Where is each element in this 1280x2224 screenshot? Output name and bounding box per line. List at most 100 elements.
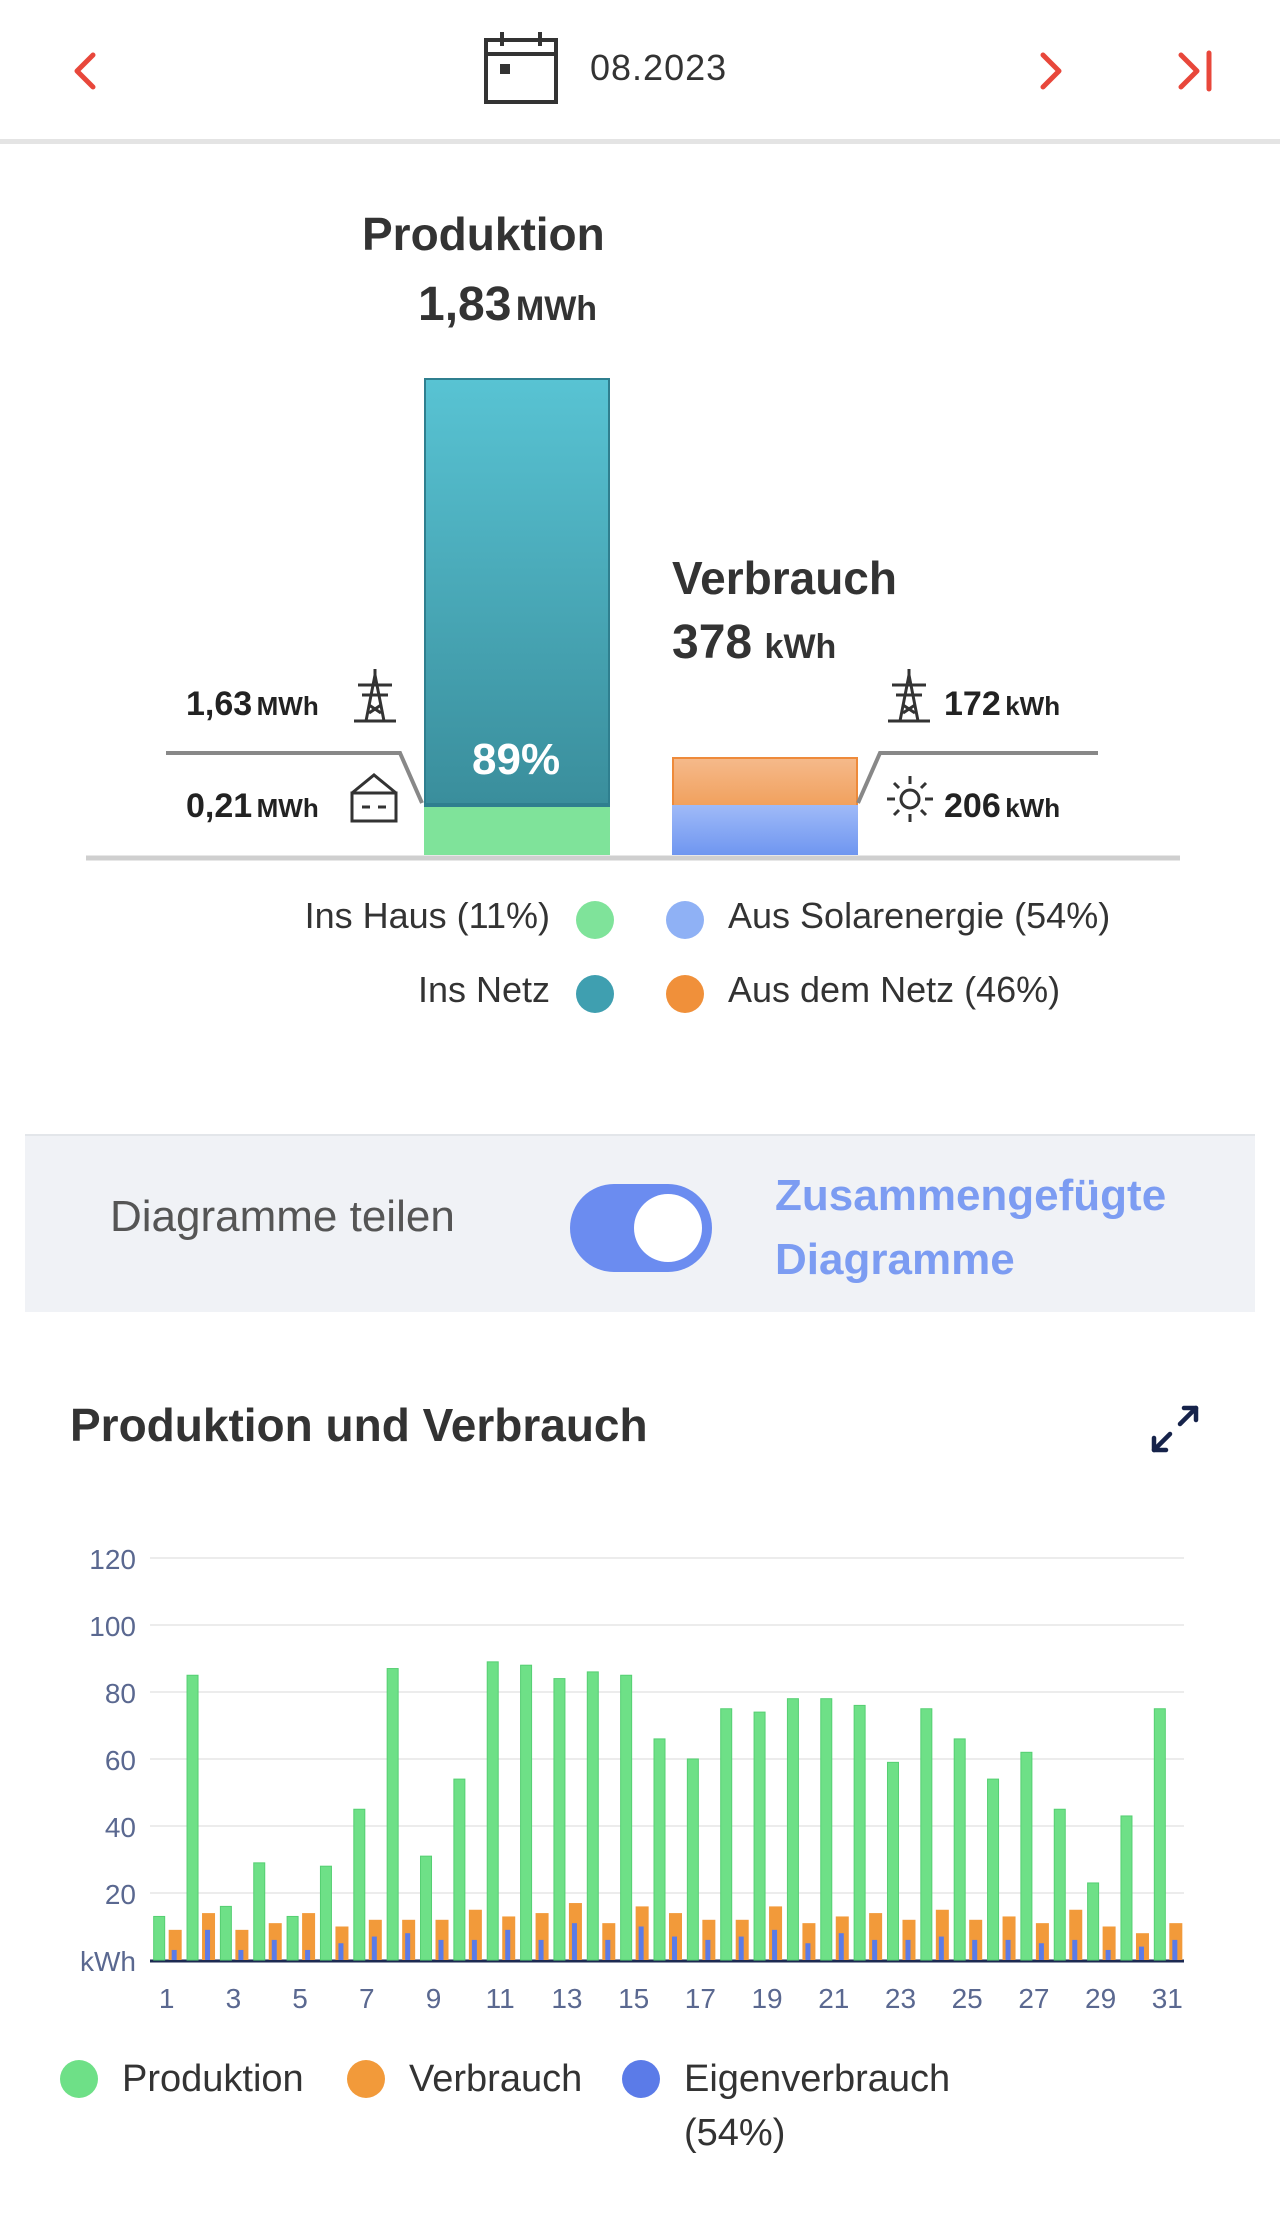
merged-charts-label-line1: Zusammengefügte: [775, 1171, 1167, 1220]
date-picker[interactable]: 08.2023: [482, 30, 727, 106]
bar-eigenverbrauch: [1072, 1939, 1078, 1960]
x-tick-label: 5: [292, 1983, 308, 2014]
bar-produktion: [720, 1708, 733, 1961]
from-solar-label: 206 kWh: [944, 787, 1060, 826]
consumption-title: Verbrauch: [672, 552, 897, 604]
legend-produktion-label: Produktion: [122, 2058, 304, 2100]
bar-produktion: [686, 1758, 699, 1961]
bar-eigenverbrauch: [938, 1936, 944, 1960]
legend-eigenverbrauch-line2: (54%): [684, 2112, 786, 2154]
bar-eigenverbrauch: [972, 1939, 978, 1960]
y-tick-label: 60: [105, 1745, 136, 1776]
last-month-button[interactable]: [1160, 36, 1230, 106]
power-tower-icon: [888, 669, 930, 723]
bar-produktion: [1020, 1751, 1033, 1961]
bar-produktion: [753, 1711, 766, 1961]
expand-icon[interactable]: [1146, 1400, 1204, 1458]
energy-summary: Produktion 1,83 MWh 89% Verbrauch 378 kW…: [0, 149, 1280, 1129]
x-tick-label: 17: [685, 1983, 716, 2014]
bar-eigenverbrauch: [638, 1926, 644, 1960]
bar-produktion: [286, 1915, 299, 1961]
sun-icon: [887, 776, 933, 822]
x-tick-label: 29: [1085, 1983, 1116, 2014]
merge-charts-toggle[interactable]: [570, 1184, 712, 1272]
bar-eigenverbrauch: [1138, 1946, 1144, 1960]
house-icon: [350, 773, 398, 823]
legend-aus-solar-label: Aus Solarenergie (54%): [728, 895, 1111, 936]
x-tick-label: 15: [618, 1983, 649, 2014]
chevron-right-icon: [1040, 52, 1062, 90]
legend-verbrauch-label: Verbrauch: [409, 2058, 583, 2100]
x-tick-label: 25: [952, 1983, 983, 2014]
bar-produktion: [853, 1704, 866, 1961]
legend-produktion[interactable]: Produktion: [60, 2052, 304, 2106]
from-grid-unit: kWh: [1005, 691, 1061, 721]
bar-produktion: [786, 1698, 799, 1961]
bar-produktion: [586, 1671, 599, 1961]
legend-eigenverbrauch-label: Eigenverbrauch (54%): [684, 2052, 950, 2160]
bar-produktion: [1120, 1815, 1133, 1961]
y-tick-label: 40: [105, 1812, 136, 1843]
legend-ins-netz-label: Ins Netz: [417, 969, 550, 1010]
production-title: Produktion: [362, 208, 605, 260]
x-tick-label: 7: [359, 1983, 375, 2014]
production-value: 1,83: [418, 278, 512, 331]
top-bar: 08.2023: [0, 0, 1280, 144]
bar-produktion: [987, 1778, 1000, 1961]
consumption-value: 378: [672, 616, 753, 669]
x-tick-label: 19: [751, 1983, 782, 2014]
consumption-total: 378 kWh: [672, 615, 836, 670]
legend-verbrauch-dot: [347, 2060, 385, 2098]
legend-produktion-dot: [60, 2060, 98, 2098]
bar-produktion: [1087, 1882, 1100, 1961]
bar-eigenverbrauch: [305, 1949, 311, 1960]
x-tick-label: 27: [1018, 1983, 1049, 2014]
previous-month-button[interactable]: [50, 36, 120, 106]
bar-eigenverbrauch: [872, 1939, 878, 1960]
house-unit: MWh: [256, 793, 319, 823]
chart-mode-band: Diagramme teilen Zusammengefügte Diagram…: [25, 1134, 1255, 1312]
bar-produktion: [520, 1664, 533, 1961]
bar-produktion: [553, 1678, 566, 1961]
y-tick-label: 100: [89, 1611, 136, 1642]
bar-produktion: [886, 1761, 899, 1961]
legend-verbrauch[interactable]: Verbrauch: [347, 2052, 582, 2106]
production-unit: MWh: [515, 290, 598, 328]
from-grid-value: 172: [944, 685, 1001, 723]
bar-eigenverbrauch: [171, 1949, 177, 1960]
bar-produktion: [386, 1668, 399, 1961]
production-grid-bar: [424, 378, 610, 805]
bar-eigenverbrauch: [1005, 1939, 1011, 1960]
from-grid-label: 172 kWh: [944, 685, 1060, 724]
merged-charts-label-line2: Diagramme: [775, 1235, 1015, 1284]
bar-produktion: [953, 1738, 966, 1961]
bar-produktion: [319, 1865, 332, 1961]
production-total: 1,83 MWh: [418, 277, 597, 332]
legend-eigenverbrauch[interactable]: Eigenverbrauch (54%): [622, 2052, 950, 2160]
next-month-button[interactable]: [1016, 36, 1086, 106]
x-tick-label: 1: [159, 1983, 175, 2014]
x-tick-label: 9: [426, 1983, 442, 2014]
bar-produktion: [253, 1862, 266, 1961]
bar-eigenverbrauch: [271, 1939, 277, 1960]
bar-eigenverbrauch: [672, 1936, 677, 1960]
legend-ins-netz-dot: [576, 975, 614, 1013]
y-tick-label: 120: [89, 1544, 136, 1575]
calendar-icon: [484, 32, 558, 104]
legend-aus-solar-dot: [666, 901, 704, 939]
bar-verbrauch: [302, 1913, 316, 1960]
legend-aus-netz-dot: [666, 975, 704, 1013]
bar-eigenverbrauch: [705, 1939, 711, 1960]
bar-produktion: [620, 1674, 633, 1961]
y-axis-label: kWh: [80, 1946, 136, 1977]
from-solar-unit: kWh: [1005, 793, 1061, 823]
bar-eigenverbrauch: [1105, 1949, 1111, 1960]
bar-eigenverbrauch: [1172, 1939, 1178, 1960]
legend-eigenverbrauch-dot: [622, 2060, 660, 2098]
current-date: 08.2023: [590, 47, 728, 88]
x-tick-label: 21: [818, 1983, 849, 2014]
merged-charts-label[interactable]: Zusammengefügte Diagramme: [775, 1164, 1235, 1292]
x-tick-label: 13: [551, 1983, 582, 2014]
house-label: 0,21 MWh: [186, 787, 319, 826]
bar-eigenverbrauch: [538, 1939, 544, 1960]
